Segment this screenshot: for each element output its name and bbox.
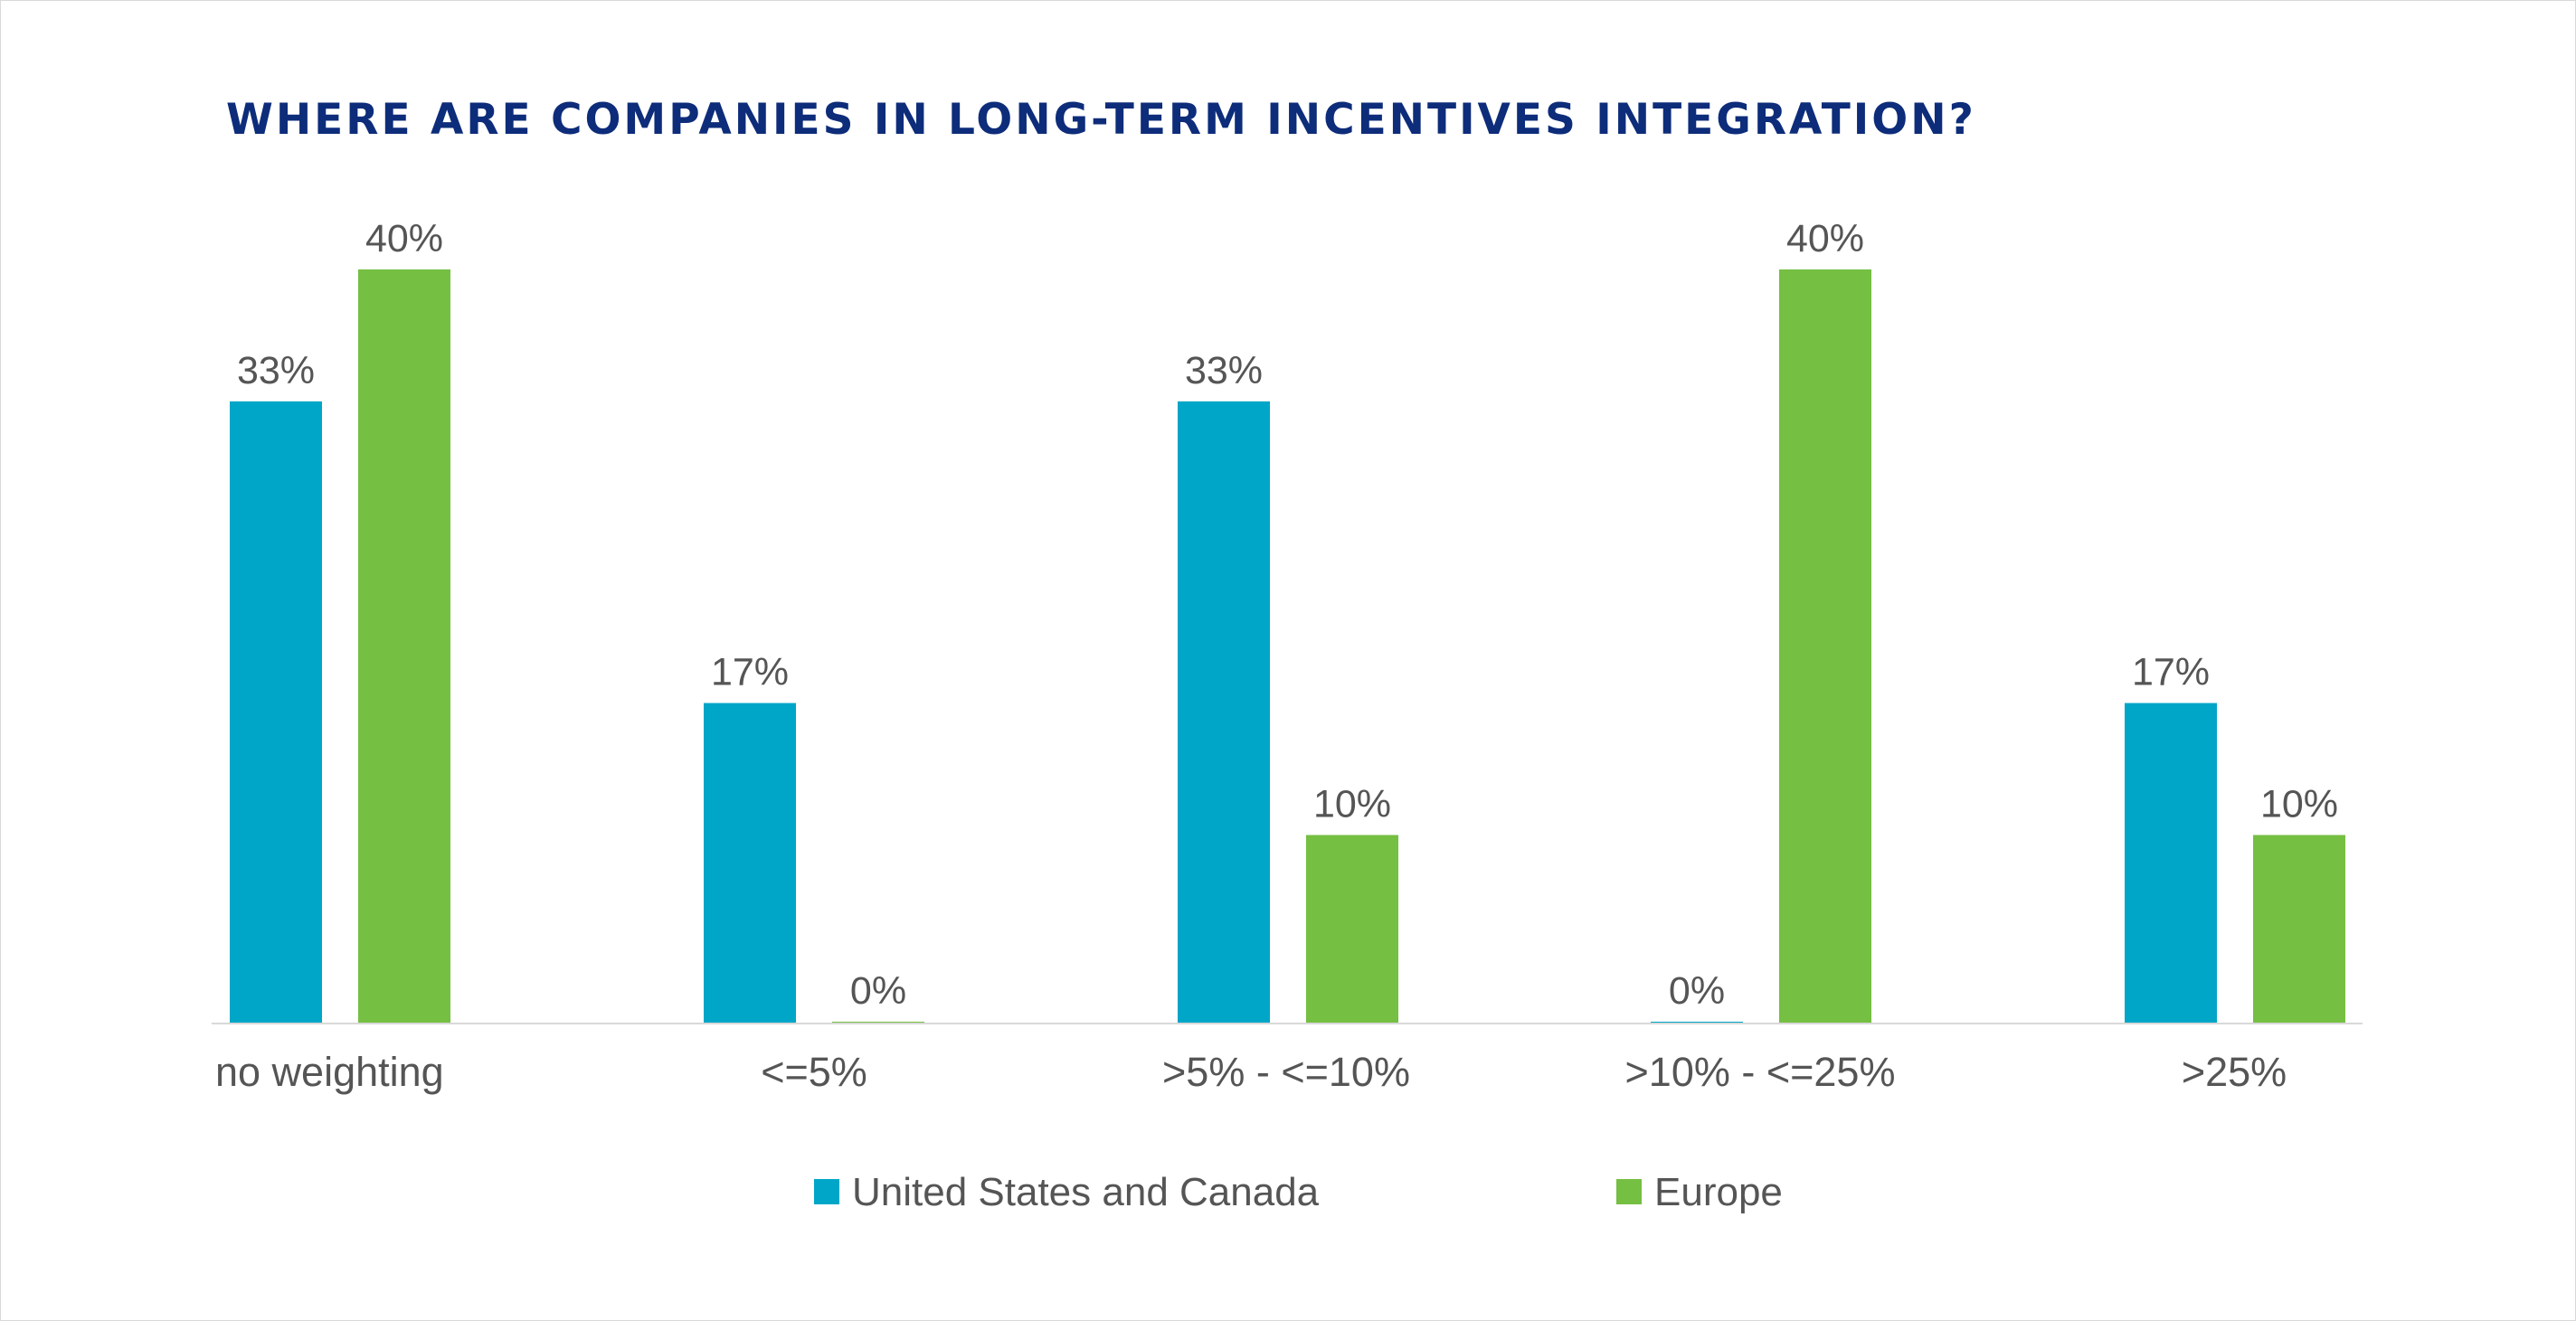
data-label: 10%: [1313, 783, 1391, 826]
x-tick-label: >10% - <=25%: [1625, 1049, 1896, 1095]
bar-us-canada-0: [230, 401, 322, 1024]
chart-title: WHERE ARE COMPANIES IN LONG-TERM INCENTI…: [226, 95, 1976, 145]
data-label: 40%: [1786, 217, 1864, 260]
x-tick-label: no weighting: [215, 1049, 444, 1095]
data-label: 10%: [2260, 783, 2338, 826]
bars-group: 33% 40% 17% 0% 33% 10% 0% 40% 17% 10%: [230, 217, 2345, 1024]
bar-europe-4: [2253, 835, 2345, 1024]
data-label: 0%: [1669, 969, 1725, 1013]
legend-swatch-europe: [1616, 1179, 1642, 1204]
legend-label-us-canada: United States and Canada: [852, 1170, 1320, 1214]
x-tick-label: <=5%: [761, 1049, 867, 1095]
x-tick-label: >5% - <=10%: [1162, 1049, 1410, 1095]
data-label: 33%: [237, 349, 315, 392]
legend-swatch-us-canada: [814, 1179, 839, 1204]
data-label: 40%: [365, 217, 443, 260]
data-label: 33%: [1185, 349, 1263, 392]
data-label: 0%: [850, 969, 906, 1013]
data-label: 17%: [711, 651, 789, 694]
x-tick-label: >25%: [2182, 1049, 2287, 1095]
bar-europe-0: [358, 269, 450, 1024]
category-labels: no weighting <=5% >5% - <=10% >10% - <=25% >…: [215, 1049, 2287, 1095]
legend: United States and Canada Europe: [814, 1170, 1783, 1214]
bar-us-canada-4: [2125, 703, 2217, 1024]
bar-us-canada-1: [704, 703, 796, 1024]
bar-europe-3: [1779, 269, 1871, 1024]
bar-europe-2: [1306, 835, 1398, 1024]
data-label: 17%: [2132, 651, 2210, 694]
legend-label-europe: Europe: [1654, 1170, 1783, 1214]
bar-us-canada-2: [1178, 401, 1270, 1024]
